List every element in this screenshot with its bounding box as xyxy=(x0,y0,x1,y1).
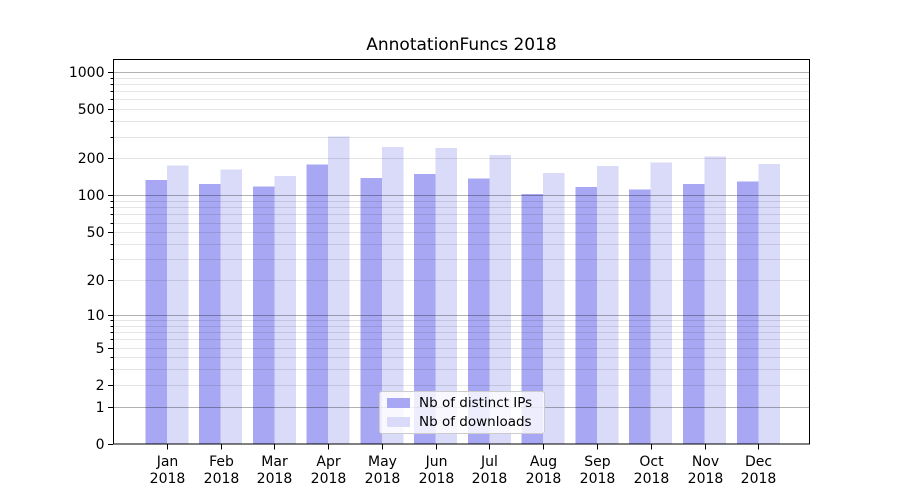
bar-dec-ips xyxy=(736,181,759,444)
bar-jun-downloads xyxy=(435,147,458,444)
y-tick-label-20: 20 xyxy=(87,273,105,289)
bar-mar-ips xyxy=(252,186,275,444)
x-tick-label-month-aug: Aug xyxy=(530,454,557,470)
x-tick-label-month-nov: Nov xyxy=(692,454,719,470)
x-tick-label-month-jul: Jul xyxy=(480,454,498,470)
x-tick-label-year-may: 2018 xyxy=(365,471,401,487)
bar-nov-ips xyxy=(683,183,705,444)
y-tick-label-0: 0 xyxy=(96,437,105,453)
y-tick-label-50: 50 xyxy=(87,225,105,241)
x-tick-label-year-nov: 2018 xyxy=(688,471,724,487)
y-tick-label-500: 500 xyxy=(78,102,105,118)
x-tick-label-year-feb: 2018 xyxy=(204,471,240,487)
chart-title: AnnotationFuncs 2018 xyxy=(366,35,557,55)
legend-item-distinct-ips: Nb of distinct IPs xyxy=(387,395,536,411)
x-tick-label-month-oct: Oct xyxy=(639,454,664,470)
x-tick-label-month-feb: Feb xyxy=(209,454,234,470)
x-tick-label-month-jan: Jan xyxy=(156,454,179,470)
x-tick-label-month-may: May xyxy=(368,454,397,470)
bar-oct-downloads xyxy=(650,162,673,445)
bar-jul-downloads xyxy=(489,154,511,444)
bar-jan-ips xyxy=(145,180,167,444)
plot-border xyxy=(113,59,810,445)
y-tick-label-2: 2 xyxy=(96,378,105,394)
x-tick-label-month-sep: Sep xyxy=(584,454,611,470)
x-tick-label-month-dec: Dec xyxy=(745,454,772,470)
x-tick-label-year-sep: 2018 xyxy=(580,471,616,487)
bar-jun-ips xyxy=(414,174,436,445)
bar-feb-ips xyxy=(199,183,221,444)
x-tick-label-month-mar: Mar xyxy=(261,454,288,470)
legend-swatch-downloads xyxy=(387,417,410,427)
x-tick-label-month-jun: Jun xyxy=(425,454,448,470)
y-tick-label-5: 5 xyxy=(96,341,105,357)
x-tick-label-year-jul: 2018 xyxy=(472,471,508,487)
legend-item-downloads: Nb of downloads xyxy=(387,414,536,430)
y-tick-label-1: 1 xyxy=(96,400,105,416)
bar-apr-ips xyxy=(306,164,329,445)
bar-feb-downloads xyxy=(220,169,243,445)
bar-apr-downloads xyxy=(328,136,350,444)
y-tick-label-100: 100 xyxy=(78,188,105,204)
bar-may-downloads xyxy=(381,147,404,444)
x-tick-label-year-jun: 2018 xyxy=(419,471,455,487)
bar-mar-downloads xyxy=(274,175,296,445)
legend-swatch-distinct-ips xyxy=(387,398,410,408)
legend: Nb of distinct IPs Nb of downloads xyxy=(379,391,545,434)
x-tick-label-year-oct: 2018 xyxy=(634,471,670,487)
bar-aug-downloads xyxy=(543,173,565,444)
bar-nov-downloads xyxy=(704,156,726,444)
y-tick-label-200: 200 xyxy=(78,151,105,167)
bar-sep-ips xyxy=(575,187,597,445)
bar-aug-ips xyxy=(521,193,544,444)
x-tick-label-year-jan: 2018 xyxy=(150,471,186,487)
legend-label-distinct-ips: Nb of distinct IPs xyxy=(419,395,533,411)
x-tick-label-year-dec: 2018 xyxy=(741,471,777,487)
x-tick-label-year-aug: 2018 xyxy=(526,471,562,487)
x-tick-label-year-mar: 2018 xyxy=(257,471,293,487)
bar-jan-downloads xyxy=(166,165,189,444)
bar-jul-ips xyxy=(467,178,490,444)
x-tick-label-month-apr: Apr xyxy=(316,454,340,470)
legend-label-downloads: Nb of downloads xyxy=(419,414,532,430)
bar-sep-downloads xyxy=(596,166,619,445)
x-tick-label-year-apr: 2018 xyxy=(311,471,347,487)
bar-may-ips xyxy=(360,177,382,444)
bar-oct-ips xyxy=(629,189,651,444)
y-tick-label-1000: 1000 xyxy=(69,65,105,81)
bar-dec-downloads xyxy=(758,164,780,444)
y-tick-label-10: 10 xyxy=(87,308,105,324)
